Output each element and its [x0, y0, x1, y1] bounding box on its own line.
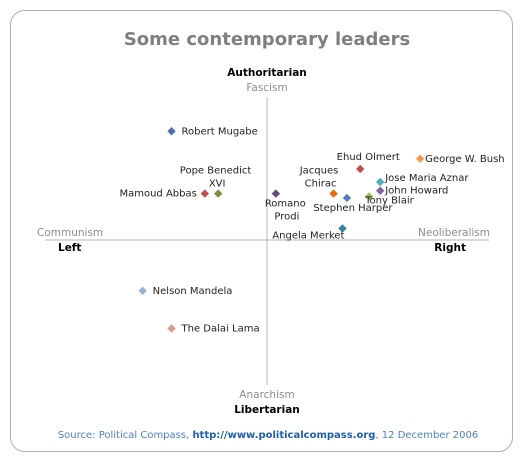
point-label: Ehud Olmert: [337, 152, 400, 163]
axis-label: Communism: [37, 227, 103, 239]
source-text: Source: Political Compass,: [58, 430, 193, 441]
point: [271, 189, 281, 198]
point: [342, 193, 352, 203]
point-label: Romano Prodi: [265, 199, 309, 223]
point-label: John Howard: [384, 186, 448, 197]
point: [356, 164, 365, 174]
point-label: Jose Maria Aznar: [384, 173, 469, 184]
point-label: Pope Benedict XVI: [180, 166, 255, 190]
axis-label: Neoliberalism: [418, 227, 490, 239]
point: [376, 177, 385, 187]
chart-frame: [10, 10, 513, 452]
label-line: XVI: [209, 179, 226, 190]
axis-label: Authoritarian: [227, 67, 307, 79]
point-label: Nelson Mandela: [153, 286, 233, 297]
axis-label: Fascism: [246, 82, 287, 94]
point: [167, 127, 176, 136]
point: [338, 224, 347, 233]
axis-label: Right: [434, 242, 466, 254]
source-text: , 12 December 2006: [375, 430, 478, 441]
label-line: Romano: [265, 199, 309, 210]
label-line: Pope Benedict: [180, 166, 255, 177]
point-label: Angela Merket: [272, 230, 344, 241]
label-line: Chirac: [305, 179, 337, 190]
source-url: http://www.politicalcompass.org: [192, 430, 375, 441]
source: Source: Political Compass, http://www.po…: [58, 430, 478, 441]
point-label: Robert Mugabe: [182, 126, 258, 137]
point-label: Jacques Chirac: [299, 166, 342, 190]
label-line: Prodi: [274, 212, 299, 223]
point: [364, 192, 374, 201]
point-label: Mamoud Abbas: [119, 189, 196, 200]
chart-title: Some contemporary leaders: [124, 29, 410, 50]
point: [167, 324, 176, 333]
point-label: Tony Blair: [364, 196, 415, 207]
axis-label: Left: [58, 242, 81, 254]
point: [213, 189, 223, 198]
point: [415, 154, 425, 163]
point-label: The Dalai Lama: [181, 323, 260, 334]
axis-label: Libertarian: [234, 404, 300, 416]
point-label: George W. Bush: [425, 154, 504, 165]
label-line: Jacques: [299, 166, 342, 177]
point: [138, 286, 147, 295]
axis-label: Anarchism: [239, 389, 294, 401]
point: [376, 186, 385, 195]
point: [200, 189, 210, 198]
point: [329, 189, 338, 198]
point-label: Stephen Harper: [313, 203, 393, 214]
